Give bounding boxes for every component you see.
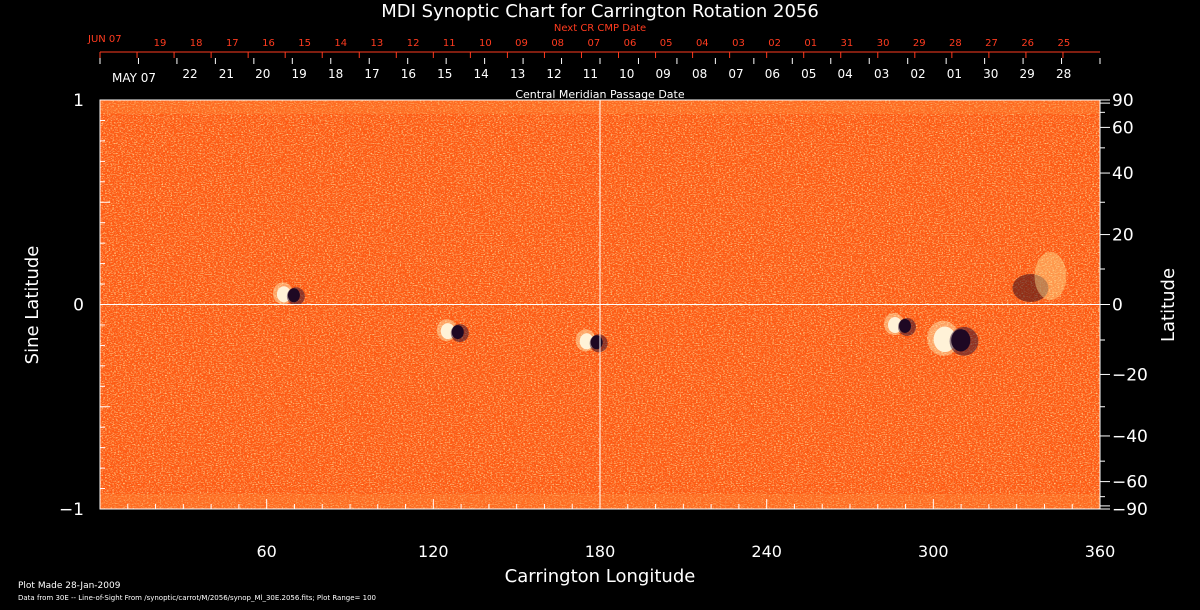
- y-left-tick-label: 0: [73, 296, 84, 316]
- cmp-day: 16: [401, 67, 416, 81]
- active-regions: [272, 252, 1067, 356]
- y-right-tick-label: 20: [1112, 226, 1134, 246]
- next-cr-first-date: JUN 07: [87, 34, 122, 45]
- cmp-day: 15: [437, 67, 452, 81]
- cmp-day: 04: [838, 67, 853, 81]
- cmp-day: 09: [656, 67, 671, 81]
- next-cr-day: 11: [443, 38, 456, 49]
- next-cr-day-labels: 19 18 17 16 15 14 13 12 11 10 09 08 07 06 05 04 03 02 01 31…: [99, 38, 1070, 58]
- cmp-day: 05: [801, 67, 816, 81]
- y-right-tick-label: 40: [1112, 164, 1134, 184]
- x-tick-label-120: 120: [418, 542, 449, 561]
- x-tick-label-300: 300: [918, 542, 949, 561]
- cmp-day: 22: [182, 67, 197, 81]
- next-cr-day: 14: [334, 38, 347, 49]
- cmp-day: 11: [583, 67, 598, 81]
- region-negative-halo-1: [450, 324, 469, 343]
- region-negative-halo-0: [286, 287, 305, 306]
- cmp-day: 21: [219, 67, 234, 81]
- y-left-tick-label: 1: [73, 91, 84, 111]
- next-cr-day: 18: [190, 38, 203, 49]
- cmp-first-date: MAY 07: [112, 71, 156, 85]
- y-right-tick-label: 90: [1112, 91, 1134, 111]
- next-cr-day: 16: [262, 38, 275, 49]
- next-cr-day: 31: [841, 38, 854, 49]
- bottom-axis-ticks: [99, 499, 1101, 509]
- cmp-day: 17: [364, 67, 379, 81]
- cmp-day: 12: [546, 67, 561, 81]
- cmp-day: 28: [1056, 67, 1071, 81]
- cmp-axis-label: Central Meridian Passage Date: [515, 88, 684, 101]
- cmp-day: 14: [474, 67, 489, 81]
- x-tick-label-360: 360: [1085, 542, 1116, 561]
- plot-made-note: Plot Made 28-Jan-2009: [18, 581, 121, 591]
- region-negative-halo-4: [949, 326, 979, 356]
- cmp-day: 06: [765, 67, 780, 81]
- next-cr-day: 02: [768, 38, 781, 49]
- y-left-tick-label: −1: [59, 500, 84, 520]
- next-cr-day: 07: [587, 38, 600, 49]
- cmp-day: 18: [328, 67, 343, 81]
- bottom-axis-labels: 60 120 180 240 300 360: [256, 542, 1115, 561]
- y-right-tick-label: −20: [1112, 365, 1148, 385]
- y-right-tick-label: −90: [1112, 500, 1148, 520]
- chart-title: MDI Synoptic Chart for Carrington Rotati…: [381, 1, 819, 22]
- next-cr-day: 05: [660, 38, 673, 49]
- next-cr-day: 28: [949, 38, 962, 49]
- y-right-tick-label: −60: [1112, 473, 1148, 493]
- cmp-day: 30: [983, 67, 998, 81]
- next-cr-day: 13: [371, 38, 384, 49]
- cmp-day: 03: [874, 67, 889, 81]
- x-tick-label-240: 240: [751, 542, 782, 561]
- next-cr-day: 29: [913, 38, 926, 49]
- y-axis-right-label: Latitude: [1158, 268, 1179, 342]
- region-negative-halo-2: [589, 334, 608, 353]
- next-cr-day: 06: [624, 38, 637, 49]
- next-cr-day: 19: [154, 38, 167, 49]
- cmp-day: 29: [1020, 67, 1035, 81]
- next-cr-day: 04: [696, 38, 709, 49]
- left-axis-labels: 1 0 −1: [59, 91, 84, 520]
- cmp-day: 13: [510, 67, 525, 81]
- next-cr-day: 08: [551, 38, 564, 49]
- left-axis-ticks: [100, 99, 110, 510]
- cmp-day: 20: [255, 67, 270, 81]
- cmp-day: 02: [910, 67, 925, 81]
- next-cr-day: 25: [1057, 38, 1070, 49]
- magnetogram-map: [99, 99, 1101, 510]
- data-source-note: Data from 30E -- Line-of-Sight From /syn…: [18, 594, 376, 602]
- right-axis-labels: 90 60 40 20 0 −20 −40 −60 −90: [1112, 91, 1148, 520]
- region-negative-5: [1012, 274, 1049, 303]
- right-axis-ticks: [1100, 99, 1110, 510]
- y-axis-left-label: Sine Latitude: [22, 246, 43, 365]
- next-cr-day: 09: [515, 38, 528, 49]
- next-cr-day: 30: [877, 38, 890, 49]
- x-tick-label-60: 60: [256, 542, 276, 561]
- y-right-tick-label: 0: [1112, 296, 1123, 316]
- y-right-tick-label: 60: [1112, 118, 1134, 138]
- cmp-day: 01: [947, 67, 962, 81]
- region-positive-5: [1034, 252, 1067, 301]
- next-cr-day: 27: [985, 38, 998, 49]
- next-cr-day: 26: [1021, 38, 1034, 49]
- region-negative-halo-3: [898, 317, 916, 336]
- next-cr-day: 01: [804, 38, 817, 49]
- next-cr-day: 10: [479, 38, 492, 49]
- next-cr-axis-label: Next CR CMP Date: [554, 23, 646, 34]
- x-axis-label: Carrington Longitude: [505, 566, 696, 587]
- next-cr-day: 15: [298, 38, 311, 49]
- cmp-day-labels: 22 21 20 19 18 17 16 15 14 13 12 11 10 09 08 07 06 05 04 03…: [99, 58, 1101, 81]
- cmp-day: 10: [619, 67, 634, 81]
- cmp-day: 08: [692, 67, 707, 81]
- y-right-tick-label: −40: [1112, 427, 1148, 447]
- cmp-day: 07: [728, 67, 743, 81]
- x-tick-label-180: 180: [585, 542, 616, 561]
- next-cr-day: 12: [407, 38, 420, 49]
- next-cr-day: 03: [732, 38, 745, 49]
- cmp-day: 19: [292, 67, 307, 81]
- next-cr-day: 17: [226, 38, 239, 49]
- top-date-axes: Next CR CMP Date JUN 07 19 18 17 16 15 14 13 12…: [87, 23, 1101, 101]
